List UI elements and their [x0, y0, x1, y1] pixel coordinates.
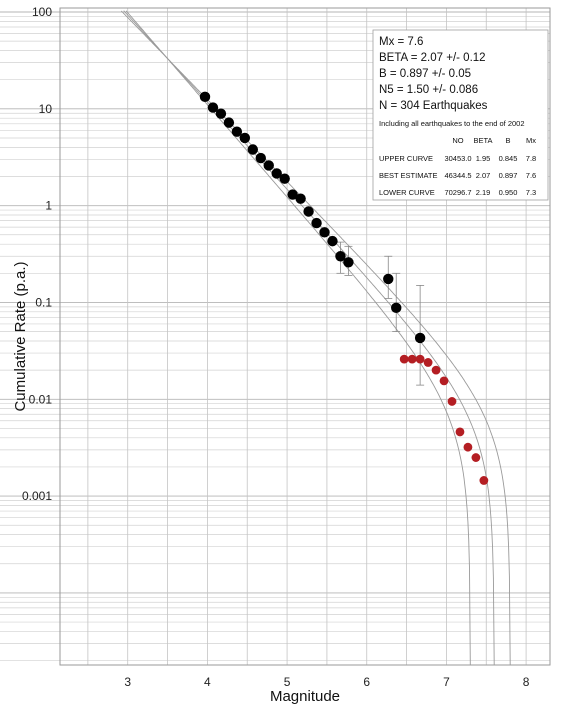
info-table-header: BETA — [473, 136, 492, 145]
data-point-black — [383, 273, 394, 285]
data-point-black — [319, 227, 330, 238]
data-point-black — [391, 302, 402, 314]
info-box: Mx = 7.6 BETA = 2.07 +/- 0.12 B = 0.897 +/… — [372, 29, 549, 201]
grid — [0, 8, 550, 665]
data-point-red — [399, 354, 409, 364]
info-table-cell: 2.19 — [476, 188, 491, 197]
data-point-black — [414, 332, 426, 344]
y-tick-label: 0.001 — [22, 489, 52, 503]
data-point-red — [407, 354, 417, 364]
x-tick-label: 3 — [124, 675, 131, 689]
y-tick-label: 10 — [39, 102, 53, 116]
data-point-red — [455, 427, 465, 437]
y-tick-label: 0.1 — [35, 295, 52, 309]
info-table-cell: 46344.5 — [444, 171, 471, 180]
info-line: B = 0.897 +/- 0.05 — [379, 68, 471, 80]
data-point-black — [343, 257, 354, 268]
info-line: N5 = 1.50 +/- 0.086 — [379, 84, 478, 96]
x-tick-label: 4 — [204, 675, 211, 689]
data-point-red — [479, 476, 489, 485]
axis-labels: Magnitude Cumulative Rate (p.a.) — [12, 261, 340, 705]
info-note: Including all earthquakes to the end of … — [379, 119, 525, 128]
x-tick-label: 7 — [443, 675, 450, 689]
data-point-black — [263, 160, 274, 171]
info-table-cell: 0.950 — [499, 188, 518, 197]
y-tick-label: 0.01 — [29, 392, 53, 406]
fit-curve — [125, 10, 471, 666]
data-point-black — [199, 91, 211, 103]
data-points — [199, 91, 489, 485]
y-tick-label: 100 — [32, 5, 52, 19]
info-table-cell: 70296.7 — [444, 188, 471, 197]
info-table-cell: 0.845 — [499, 154, 518, 163]
y-tick-label: 1 — [45, 199, 52, 213]
data-point-black — [303, 206, 314, 217]
data-point-black — [327, 235, 338, 247]
info-table-cell: 0.897 — [499, 171, 518, 180]
data-point-black — [271, 168, 282, 179]
data-point-black — [231, 126, 243, 137]
info-table-header: NO — [452, 136, 463, 145]
data-point-red — [463, 442, 473, 452]
error-bar — [392, 272, 401, 332]
info-table-row-label: UPPER CURVE — [379, 154, 433, 163]
y-axis-label: Cumulative Rate (p.a.) — [12, 261, 29, 411]
data-point-black — [295, 193, 306, 204]
data-point-red — [415, 354, 425, 364]
info-table-row-label: LOWER CURVE — [379, 188, 435, 197]
info-line: BETA = 2.07 +/- 0.12 — [379, 52, 486, 64]
info-table-row-label: BEST ESTIMATE — [379, 171, 437, 180]
fit-curve — [120, 10, 511, 666]
info-table-cell: 2.07 — [476, 171, 491, 180]
data-point-black — [247, 144, 259, 155]
plot-frame — [59, 7, 551, 666]
data-point-red — [471, 453, 481, 462]
x-tick-label: 6 — [363, 675, 370, 689]
x-axis-label: Magnitude — [270, 688, 340, 705]
data-point-black — [207, 102, 219, 113]
info-line: Mx = 7.6 — [379, 36, 423, 48]
data-point-black — [223, 117, 235, 128]
info-table-cell: 30453.0 — [444, 154, 471, 163]
data-point-red — [447, 397, 457, 406]
data-point-black — [279, 173, 290, 184]
x-tick-label: 5 — [284, 675, 291, 689]
tick-labels: 3 4 5 6 7 8 100 10 1 0.1 0.01 0.001 — [22, 5, 530, 689]
info-table-header: Mx — [526, 136, 536, 145]
info-box-background — [372, 29, 549, 201]
x-tick-label: 8 — [523, 675, 530, 689]
info-table-cell: 1.95 — [476, 154, 491, 163]
info-table-cell: 7.3 — [526, 188, 536, 197]
data-point-black — [239, 132, 251, 144]
info-table-cell: 7.6 — [526, 171, 536, 180]
data-point-black — [215, 108, 227, 119]
data-point-black — [255, 152, 266, 164]
data-point-black — [311, 217, 322, 229]
plot-border — [59, 7, 551, 666]
info-table-cell: 7.8 — [526, 154, 536, 163]
data-point-black — [335, 251, 346, 262]
data-point-red — [423, 358, 433, 367]
info-line: N = 304 Earthquakes — [379, 100, 488, 112]
data-point-red — [431, 365, 441, 375]
data-point-black — [287, 189, 298, 200]
data-point-red — [439, 376, 449, 386]
info-table-header: B — [505, 136, 510, 145]
